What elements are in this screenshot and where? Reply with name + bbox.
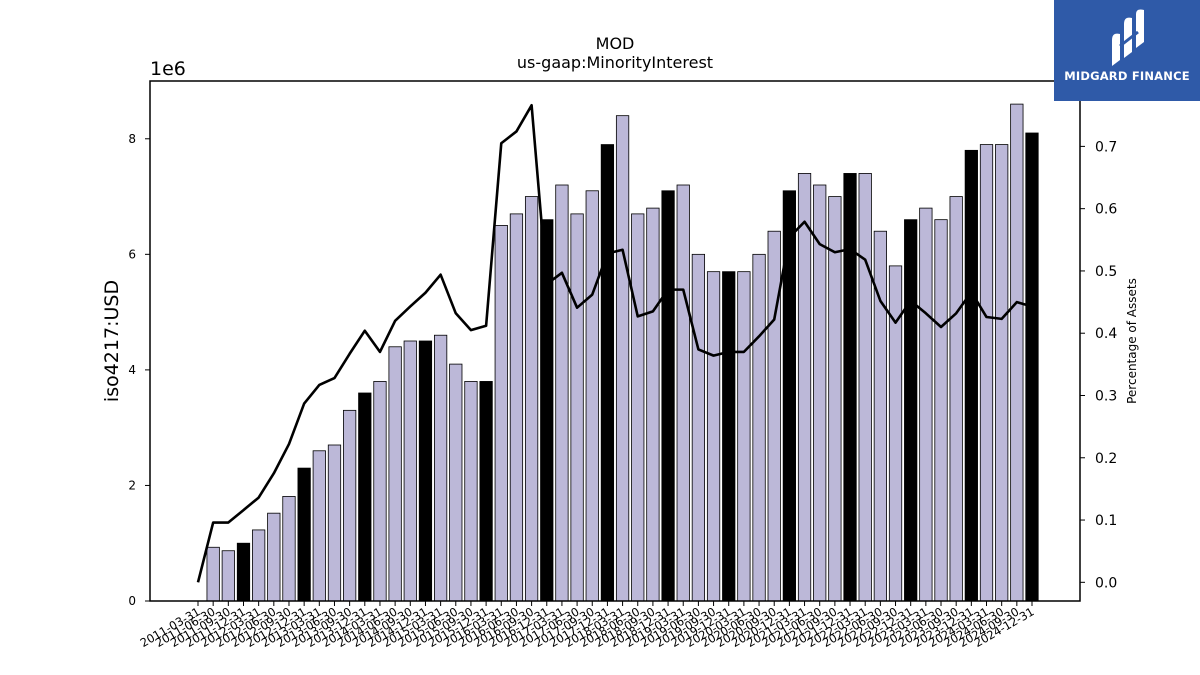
bar bbox=[555, 184, 569, 602]
y-tick-label: 0 bbox=[128, 594, 136, 608]
brand-name: MIDGARD FINANCE bbox=[1064, 69, 1190, 83]
bar bbox=[524, 196, 539, 602]
bar bbox=[327, 444, 342, 602]
y2-tick-label: 0.7 bbox=[1095, 139, 1117, 155]
y-multiplier-label: 1e6 bbox=[150, 58, 186, 80]
bar bbox=[934, 219, 948, 602]
y2-tick-label: 0.0 bbox=[1095, 575, 1117, 591]
bar bbox=[585, 190, 599, 602]
bar bbox=[358, 392, 372, 602]
bar bbox=[949, 196, 963, 602]
y2-tick-label: 0.6 bbox=[1095, 202, 1117, 218]
bar bbox=[995, 144, 1009, 602]
bar bbox=[676, 184, 690, 602]
bar bbox=[479, 381, 493, 602]
bar bbox=[782, 190, 796, 602]
y-tick-label: 8 bbox=[128, 132, 136, 146]
bar bbox=[752, 253, 766, 602]
bar bbox=[843, 173, 857, 602]
bar bbox=[418, 340, 433, 602]
bar bbox=[600, 144, 615, 602]
y-axis-label: iso4217:USD bbox=[101, 280, 123, 402]
y2-tick-label: 0.4 bbox=[1095, 326, 1117, 342]
bar bbox=[904, 219, 918, 602]
bar bbox=[373, 381, 387, 602]
bar bbox=[267, 512, 281, 602]
bar bbox=[494, 225, 508, 602]
bar bbox=[631, 213, 645, 602]
bar bbox=[979, 144, 994, 602]
bar bbox=[661, 190, 675, 602]
bar bbox=[570, 213, 584, 602]
bar bbox=[282, 496, 296, 602]
left-axis-ticks: 0 2 4 6 8 bbox=[128, 132, 150, 608]
bar bbox=[919, 207, 933, 602]
chart-subtitle: us-gaap:MinorityInterest bbox=[517, 53, 713, 72]
y-tick-label: 4 bbox=[128, 363, 136, 377]
bar bbox=[449, 363, 463, 602]
plot-frame bbox=[149, 80, 1081, 602]
bar bbox=[236, 542, 251, 602]
bar bbox=[828, 196, 842, 602]
bar bbox=[964, 149, 978, 602]
bar-series bbox=[206, 103, 1039, 602]
percentage-line bbox=[196, 103, 1033, 583]
bar bbox=[646, 207, 660, 602]
bar bbox=[297, 467, 311, 602]
bar bbox=[615, 115, 630, 602]
chart-title: MOD bbox=[596, 34, 635, 53]
bar bbox=[737, 271, 751, 602]
bar bbox=[722, 271, 736, 602]
y2-tick-label: 0.5 bbox=[1095, 264, 1117, 280]
bar bbox=[706, 271, 721, 602]
bar bbox=[767, 230, 781, 602]
y2-tick-label: 0.1 bbox=[1095, 513, 1117, 529]
bar bbox=[388, 346, 402, 602]
brand-logo: MIDGARD FINANCE bbox=[1054, 0, 1200, 101]
y2-axis-label: Percentage of Assets bbox=[1125, 278, 1139, 404]
midgard-logo-icon bbox=[1112, 9, 1144, 66]
bar bbox=[252, 529, 266, 602]
bar bbox=[206, 546, 220, 602]
bar bbox=[221, 550, 235, 602]
bar bbox=[1025, 132, 1039, 602]
y-tick-label: 6 bbox=[128, 247, 136, 261]
y2-tick-label: 0.3 bbox=[1095, 388, 1117, 404]
x-axis-ticks: 2011-03-312011-06-302011-09-302011-12-31… bbox=[138, 601, 1037, 650]
bar bbox=[858, 173, 872, 602]
bar bbox=[797, 173, 812, 602]
right-axis-ticks: 0.0 0.1 0.2 0.3 0.4 0.5 0.6 0.7 bbox=[1080, 139, 1117, 591]
y-tick-label: 2 bbox=[128, 478, 136, 492]
bar bbox=[343, 409, 357, 602]
bar bbox=[464, 381, 478, 602]
bar bbox=[509, 213, 524, 602]
bar bbox=[433, 334, 448, 602]
bar bbox=[691, 253, 706, 602]
bar bbox=[1010, 103, 1024, 602]
bar bbox=[312, 450, 326, 602]
bar bbox=[403, 340, 417, 602]
y2-tick-label: 0.2 bbox=[1095, 451, 1117, 467]
